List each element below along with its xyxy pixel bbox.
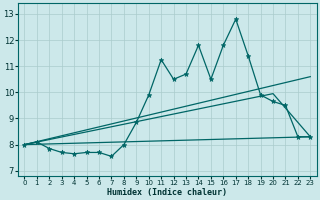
X-axis label: Humidex (Indice chaleur): Humidex (Indice chaleur) [108,188,228,197]
